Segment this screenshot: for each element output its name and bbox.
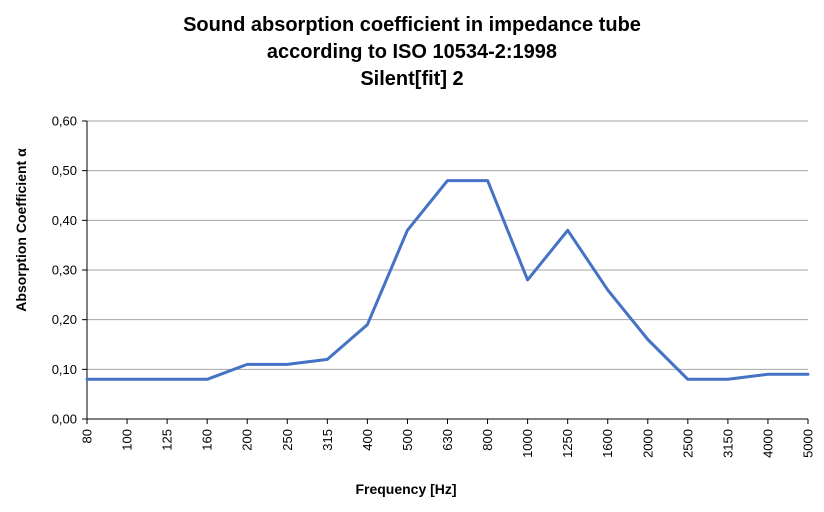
axes	[82, 120, 809, 424]
x-tick-label: 1250	[560, 429, 575, 458]
chart-title-line-3: Silent[fit] 2	[360, 68, 464, 90]
x-tick-label: 315	[320, 429, 335, 451]
x-tick-label: 100	[120, 429, 135, 451]
x-tick-label: 200	[240, 429, 255, 451]
x-tick-label: 2000	[640, 429, 655, 458]
x-tick-label: 4000	[760, 429, 775, 458]
x-tick-label: 500	[400, 429, 415, 451]
y-tick-label: 0,30	[52, 263, 77, 278]
x-tick-label: 5000	[801, 429, 816, 458]
y-tick-label: 0,40	[52, 213, 77, 228]
y-tick-label: 0,20	[52, 312, 77, 327]
x-tick-label: 250	[280, 429, 295, 451]
chart-title-line-1: Sound absorption coefficient in impedanc…	[183, 14, 641, 36]
x-axis-label: Frequency [Hz]	[355, 481, 456, 497]
y-tick-labels: 0,00 0,10 0,20 0,30 0,40 0,50 0,60	[52, 114, 77, 427]
x-tick-label: 2500	[680, 429, 695, 458]
x-tick-label: 1600	[600, 429, 615, 458]
x-tick-label: 80	[80, 429, 95, 443]
chart-title-line-2: according to ISO 10534-2:1998	[266, 41, 558, 63]
series-line	[85, 179, 810, 381]
x-tick-label: 800	[480, 429, 495, 451]
x-tick-label: 160	[200, 429, 215, 451]
x-tick-label: 125	[160, 429, 175, 451]
series	[85, 179, 810, 381]
y-axis-label: Absorption Coefficient α	[13, 148, 29, 312]
y-tick-label: 0,60	[52, 114, 77, 129]
x-tick-label: 1000	[520, 429, 535, 458]
x-tick-label: 400	[360, 429, 375, 451]
chart-title: Sound absorption coefficient in impedanc…	[0, 12, 824, 93]
x-tick-label: 630	[440, 429, 455, 451]
y-tick-label: 0,00	[52, 412, 77, 427]
y-tick-label: 0,10	[52, 362, 77, 377]
grid-lines	[87, 120, 808, 370]
y-tick-label: 0,50	[52, 163, 77, 178]
x-tick-labels: 80 100 125 160 200 250 315 400 500 630 800 1000 1250…	[80, 429, 816, 458]
x-tick-label: 3150	[720, 429, 735, 458]
